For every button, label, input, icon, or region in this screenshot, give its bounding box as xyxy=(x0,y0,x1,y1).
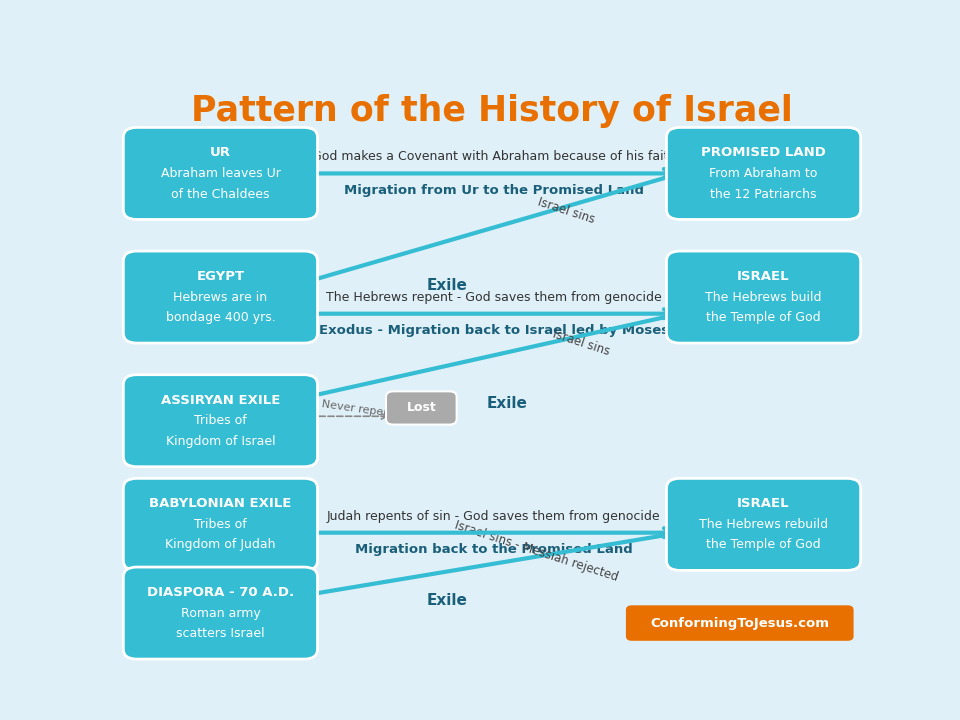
Text: DIASPORA - 70 A.D.: DIASPORA - 70 A.D. xyxy=(147,586,294,599)
Text: Roman army: Roman army xyxy=(180,606,260,620)
Text: Lost: Lost xyxy=(406,402,436,415)
Text: ISRAEL: ISRAEL xyxy=(737,270,790,283)
Text: Hebrews are in: Hebrews are in xyxy=(174,291,268,304)
FancyBboxPatch shape xyxy=(123,478,318,570)
Text: ISRAEL: ISRAEL xyxy=(737,498,790,510)
Text: Israel sins: Israel sins xyxy=(551,327,612,358)
Text: The Hebrews repent - God saves them from genocide: The Hebrews repent - God saves them from… xyxy=(326,291,661,304)
FancyBboxPatch shape xyxy=(666,127,861,220)
Text: Judah repents of sin - God saves them from genocide: Judah repents of sin - God saves them fr… xyxy=(327,510,660,523)
Text: The Hebrews build: The Hebrews build xyxy=(706,291,822,304)
Text: BABYLONIAN EXILE: BABYLONIAN EXILE xyxy=(149,498,292,510)
Text: the 12 Patriarchs: the 12 Patriarchs xyxy=(710,187,817,201)
Text: Exodus - Migration back to Israel led by Moses: Exodus - Migration back to Israel led by… xyxy=(319,324,669,337)
Text: scatters Israel: scatters Israel xyxy=(176,627,265,640)
Text: ASSIRYAN EXILE: ASSIRYAN EXILE xyxy=(160,394,280,407)
Text: Kingdom of Israel: Kingdom of Israel xyxy=(166,435,276,448)
Text: bondage 400 yrs.: bondage 400 yrs. xyxy=(165,311,276,324)
FancyBboxPatch shape xyxy=(386,392,457,425)
Text: Migration back to the Promised Land: Migration back to the Promised Land xyxy=(355,543,633,556)
Text: PROMISED LAND: PROMISED LAND xyxy=(701,146,826,159)
Text: Pattern of the History of Israel: Pattern of the History of Israel xyxy=(191,94,793,127)
Text: Tribes of: Tribes of xyxy=(194,414,247,427)
Text: Kingdom of Judah: Kingdom of Judah xyxy=(165,539,276,552)
Text: the Temple of God: the Temple of God xyxy=(707,311,821,324)
Text: From Abraham to: From Abraham to xyxy=(709,167,818,180)
Text: Exile: Exile xyxy=(487,396,527,411)
FancyBboxPatch shape xyxy=(666,478,861,570)
FancyBboxPatch shape xyxy=(626,606,853,641)
Text: Israel sins: Israel sins xyxy=(537,196,596,227)
Text: Exile: Exile xyxy=(427,279,468,294)
Text: Abraham leaves Ur: Abraham leaves Ur xyxy=(160,167,280,180)
Text: Migration from Ur to the Promised Land: Migration from Ur to the Promised Land xyxy=(344,184,644,197)
Text: Israel sins - Messiah rejected: Israel sins - Messiah rejected xyxy=(453,518,620,584)
Text: ConformingToJesus.com: ConformingToJesus.com xyxy=(650,616,829,629)
Text: Never repent: Never repent xyxy=(321,399,396,419)
FancyBboxPatch shape xyxy=(123,567,318,659)
Text: UR: UR xyxy=(210,146,231,159)
Text: the Temple of God: the Temple of God xyxy=(707,539,821,552)
Text: The Hebrews rebuild: The Hebrews rebuild xyxy=(699,518,828,531)
FancyBboxPatch shape xyxy=(123,127,318,220)
FancyBboxPatch shape xyxy=(666,251,861,343)
Text: Tribes of: Tribes of xyxy=(194,518,247,531)
Text: God makes a Covenant with Abraham because of his faith: God makes a Covenant with Abraham becaus… xyxy=(312,150,676,163)
Text: EGYPT: EGYPT xyxy=(197,270,245,283)
Text: of the Chaldees: of the Chaldees xyxy=(171,187,270,201)
Text: Exile: Exile xyxy=(427,593,468,608)
FancyBboxPatch shape xyxy=(123,251,318,343)
FancyBboxPatch shape xyxy=(123,374,318,467)
